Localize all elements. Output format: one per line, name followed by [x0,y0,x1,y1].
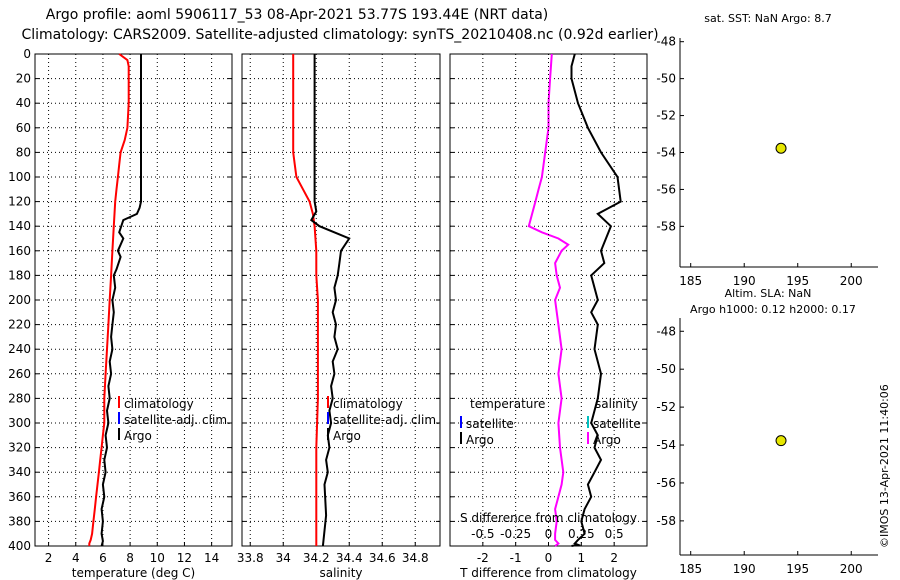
map-sst-map-ytick-label: -52 [656,109,676,123]
panel-temperature-xtick-label: 10 [150,551,165,565]
panel-salinity-xtick-label: 33.8 [237,551,264,565]
map-sla-map-ytick-label: -56 [656,476,676,490]
panel-temperature-xlabel: temperature (deg C) [72,566,195,580]
depth-tick-label: 180 [8,268,31,282]
map-sst-map-xtick-label: 200 [840,274,863,288]
map-sla-map-title: Altim. SLA: NaN [725,287,812,300]
panel-temperature-xtick-label: 6 [99,551,107,565]
panel-salinity-series-argo [309,54,351,547]
diff-legend-salinity-label: satellite [593,417,641,431]
diff-legend-temperature-label: Argo [466,433,494,447]
map-sst-map-ytick-label: -58 [656,219,676,233]
depth-tick-label: 0 [23,47,31,61]
diff-legend-temperature-label: satellite [466,417,514,431]
depth-tick-label: 280 [8,391,31,405]
map-sla-map-ytick-label: -50 [656,362,676,376]
panel-temperature-legend-label: Argo [124,429,152,443]
panel-temperature-xtick-label: 14 [204,551,219,565]
depth-tick-label: 160 [8,244,31,258]
panel-difference-series-t-argo [570,53,622,547]
diff-legend-salinity-label: Argo [593,433,621,447]
diff-top-xtick-label: -0.25 [500,527,531,541]
panel-difference-xtick-label: -2 [477,551,489,565]
panel-salinity-legend-label: climatology [333,397,403,411]
depth-tick-label: 240 [8,342,31,356]
credit-text: ©IMOS 13-Apr-2021 11:40:06 [878,384,891,548]
figure-title-line2: Climatology: CARS2009. Satellite-adjuste… [21,27,658,43]
depth-tick-label: 40 [16,96,31,110]
depth-tick-label: 100 [8,170,31,184]
panel-salinity-xlabel: salinity [319,566,362,580]
map-sst-map-xtick-label: 190 [733,274,756,288]
diff-top-xtick-label: 0 [545,527,553,541]
panel-salinity-xtick-label: 34.8 [402,551,429,565]
map-sst-map-argo-point [775,142,787,154]
depth-tick-label: 20 [16,72,31,86]
depth-tick-label: 60 [16,121,31,135]
diff-top-xtick-label: -0.5 [471,527,494,541]
depth-tick-label: 260 [8,367,31,381]
panel-temperature-frame [34,53,233,547]
map-sla-map-ytick-label: -54 [656,438,676,452]
map-sla-map-ytick-label: -52 [656,400,676,414]
panel-salinity-series-climatology [292,54,319,546]
depth-tick-label: 380 [8,514,31,528]
panel-salinity-xtick-label: 34.6 [369,551,396,565]
depth-tick-label: 220 [8,318,31,332]
depth-tick-label: 340 [8,465,31,479]
map-sla-map-ytick-label: -48 [656,324,676,338]
panel-temperature-xtick-label: 2 [45,551,53,565]
panel-difference-series-s-argo [527,53,570,547]
depth-tick-label: 120 [8,195,31,209]
panel-temperature-xtick-label: 4 [72,551,80,565]
panel-salinity-xtick-label: 34.2 [303,551,330,565]
panel-temperature-legend-label: climatology [124,397,194,411]
map-sla-map-ytick-label: -58 [656,514,676,528]
map-sst-map-ytick-label: -48 [656,35,676,49]
panel-temperature-legend-label: satellite-adj. clim. [124,413,231,427]
panel-temperature-series-argo [100,54,142,547]
diff-top-xtick-label: 0.25 [568,527,595,541]
depth-tick-label: 200 [8,293,31,307]
map-sst-map-xtick-label: 195 [786,274,809,288]
depth-tick-label: 320 [8,441,31,455]
diff-legend-temperature-title: temperature [470,397,545,411]
depth-tick-label: 360 [8,490,31,504]
panel-temperature-series-climatology [88,53,130,546]
diff-top-xlabel: S difference from climatology [460,511,637,525]
depth-tick-label: 140 [8,219,31,233]
panel-difference-xtick-label: -1 [510,551,522,565]
figure-title-line1: Argo profile: aoml 5906117_53 08-Apr-202… [46,7,548,23]
map-sla-map-xtick-label: 200 [840,562,863,576]
panel-difference-xtick-label: 2 [610,551,618,565]
map-sla-map-xtick-label: 195 [786,562,809,576]
map-sla-map-argo-point [775,435,787,447]
map-sst-map-ytick-label: -56 [656,182,676,196]
diff-top-xtick-label: 0.5 [605,527,624,541]
panel-difference-xtick-label: 0 [545,551,553,565]
diff-legend-salinity-title: salinity [595,397,638,411]
depth-tick-label: 400 [8,539,31,553]
panel-salinity-xtick-label: 34.4 [336,551,363,565]
depth-tick-label: 80 [16,145,31,159]
map-sla-map-xtick-label: 190 [733,562,756,576]
panel-salinity-legend-label: satellite-adj. clim. [333,413,440,427]
map-sla-map-xtick-label: 185 [679,562,702,576]
map-sst-map-ytick-label: -50 [656,72,676,86]
map-sla-map-title2: Argo h1000: 0.12 h2000: 0.17 [690,303,856,316]
panel-salinity-legend-label: Argo [333,429,361,443]
map-sst-map-title: sat. SST: NaN Argo: 8.7 [704,12,831,25]
panel-salinity-xtick-label: 34 [276,551,291,565]
depth-tick-label: 300 [8,416,31,430]
panel-difference-xtick-label: 1 [578,551,586,565]
panel-difference-xlabel: T difference from climatology [459,566,637,580]
panel-temperature-xtick-label: 8 [126,551,134,565]
map-sst-map-ytick-label: -54 [656,146,676,160]
map-sst-map-xtick-label: 185 [679,274,702,288]
panel-temperature-xtick-label: 12 [177,551,192,565]
